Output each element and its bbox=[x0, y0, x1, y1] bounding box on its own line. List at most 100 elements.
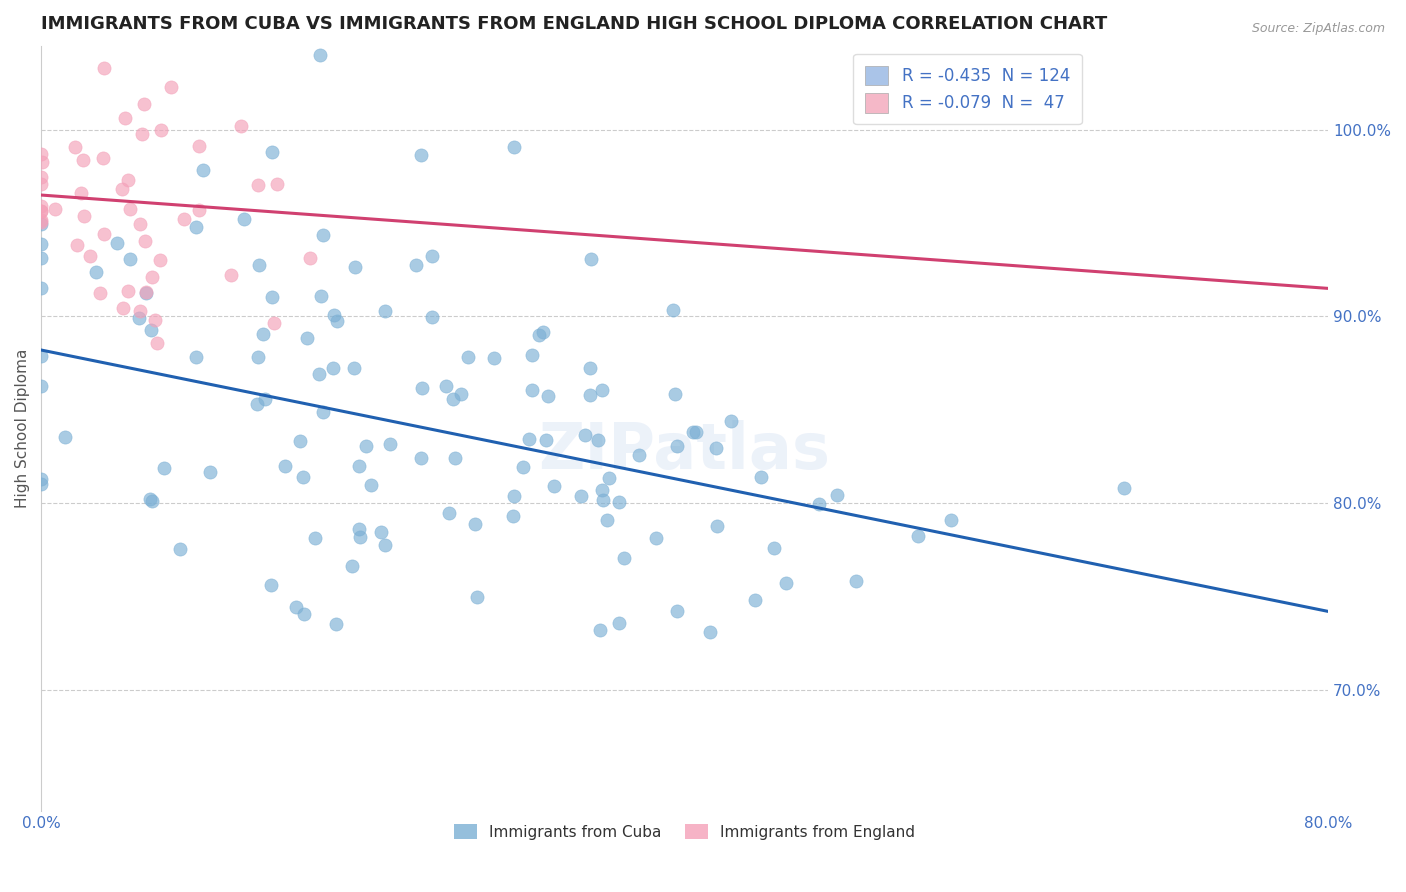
Point bbox=[252, 327, 274, 342]
Text: IMMIGRANTS FROM CUBA VS IMMIGRANTS FROM ENGLAND HIGH SCHOOL DIPLOMA CORRELATION : IMMIGRANTS FROM CUBA VS IMMIGRANTS FROM … bbox=[41, 15, 1108, 33]
Point bbox=[845, 574, 868, 589]
Point bbox=[450, 387, 472, 401]
Point bbox=[373, 538, 395, 552]
Point bbox=[129, 217, 152, 231]
Point bbox=[939, 513, 962, 527]
Point bbox=[72, 153, 94, 168]
Point bbox=[274, 458, 297, 473]
Point bbox=[30, 204, 52, 219]
Point bbox=[93, 62, 115, 76]
Point bbox=[613, 551, 636, 566]
Point bbox=[579, 252, 602, 266]
Point bbox=[260, 578, 283, 592]
Point bbox=[304, 531, 326, 545]
Point bbox=[309, 48, 332, 62]
Point bbox=[437, 507, 460, 521]
Point bbox=[30, 349, 52, 363]
Point bbox=[374, 304, 396, 318]
Point bbox=[520, 348, 543, 362]
Point bbox=[291, 470, 314, 484]
Point bbox=[591, 483, 613, 497]
Point bbox=[173, 212, 195, 227]
Point bbox=[347, 522, 370, 536]
Point bbox=[598, 471, 620, 485]
Point bbox=[246, 397, 269, 411]
Point bbox=[188, 139, 211, 153]
Point bbox=[502, 140, 524, 154]
Point bbox=[522, 383, 544, 397]
Point bbox=[465, 591, 488, 605]
Point bbox=[360, 478, 382, 492]
Point bbox=[322, 360, 344, 375]
Point bbox=[66, 238, 89, 252]
Point bbox=[543, 479, 565, 493]
Point bbox=[266, 178, 288, 192]
Point bbox=[30, 177, 52, 191]
Point bbox=[482, 351, 505, 365]
Point bbox=[744, 593, 766, 607]
Point bbox=[118, 252, 141, 267]
Point bbox=[30, 236, 52, 251]
Point bbox=[325, 616, 347, 631]
Point bbox=[411, 381, 433, 395]
Point bbox=[117, 173, 139, 187]
Point bbox=[589, 623, 612, 637]
Point bbox=[135, 286, 157, 301]
Point bbox=[134, 234, 156, 248]
Point bbox=[135, 285, 157, 300]
Point bbox=[591, 383, 613, 397]
Point bbox=[117, 284, 139, 298]
Point bbox=[347, 459, 370, 474]
Point bbox=[131, 128, 153, 142]
Point bbox=[326, 314, 349, 328]
Point bbox=[139, 323, 162, 337]
Point bbox=[146, 336, 169, 351]
Point bbox=[112, 301, 135, 316]
Point bbox=[149, 122, 172, 136]
Y-axis label: High School Diploma: High School Diploma bbox=[15, 349, 30, 508]
Point bbox=[537, 389, 560, 403]
Point bbox=[93, 227, 115, 241]
Point bbox=[63, 139, 86, 153]
Point bbox=[198, 466, 221, 480]
Point bbox=[596, 513, 619, 527]
Point bbox=[574, 428, 596, 442]
Point bbox=[152, 461, 174, 475]
Point bbox=[502, 489, 524, 503]
Point bbox=[627, 449, 650, 463]
Point bbox=[592, 492, 614, 507]
Point bbox=[191, 162, 214, 177]
Point bbox=[411, 450, 433, 465]
Point bbox=[188, 202, 211, 217]
Point bbox=[107, 236, 129, 251]
Point bbox=[30, 199, 52, 213]
Point bbox=[247, 178, 270, 192]
Point bbox=[79, 249, 101, 263]
Point bbox=[682, 425, 704, 440]
Point bbox=[343, 361, 366, 376]
Point bbox=[517, 433, 540, 447]
Point bbox=[134, 97, 156, 112]
Point bbox=[53, 430, 76, 444]
Point bbox=[1114, 481, 1136, 495]
Point bbox=[70, 186, 93, 200]
Point bbox=[685, 425, 707, 439]
Point bbox=[665, 604, 688, 618]
Point bbox=[434, 379, 457, 393]
Point bbox=[344, 260, 367, 275]
Point bbox=[531, 325, 554, 339]
Point bbox=[527, 327, 550, 342]
Point bbox=[661, 302, 683, 317]
Point bbox=[665, 439, 688, 453]
Point bbox=[253, 392, 276, 406]
Point bbox=[30, 213, 52, 227]
Point bbox=[775, 576, 797, 591]
Point bbox=[263, 317, 285, 331]
Point bbox=[808, 497, 831, 511]
Point bbox=[160, 79, 183, 94]
Point bbox=[644, 531, 666, 545]
Point bbox=[247, 258, 270, 272]
Point bbox=[285, 600, 308, 615]
Point bbox=[169, 541, 191, 556]
Point bbox=[349, 529, 371, 543]
